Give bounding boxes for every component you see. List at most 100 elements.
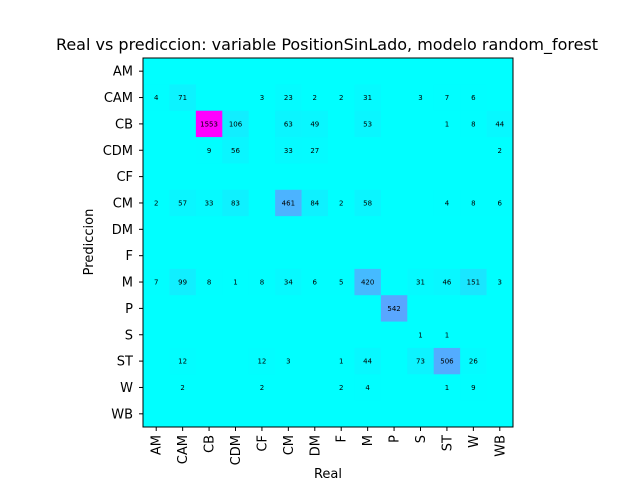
heatmap-cell bbox=[380, 242, 408, 270]
cell-value-label: 5 bbox=[339, 279, 343, 287]
heatmap-cell bbox=[301, 163, 329, 191]
cell-value-label: 49 bbox=[310, 120, 319, 128]
heatmap-cell bbox=[354, 58, 382, 85]
heatmap-cell bbox=[486, 216, 514, 243]
heatmap-cell bbox=[407, 347, 435, 375]
y-tick-label: AM bbox=[113, 65, 133, 80]
heatmap-cell bbox=[301, 295, 329, 322]
heatmap-cell bbox=[380, 189, 408, 217]
heatmap-cell bbox=[275, 58, 302, 85]
heatmap-cell bbox=[275, 242, 302, 270]
heatmap-cell bbox=[222, 84, 250, 112]
x-tick-label: P bbox=[388, 435, 403, 443]
x-axis-label: Real bbox=[314, 467, 342, 480]
x-tick-label: CF bbox=[255, 435, 270, 452]
heatmap-cell bbox=[460, 242, 487, 270]
heatmap-cell bbox=[222, 347, 250, 375]
heatmap-cell bbox=[222, 295, 250, 322]
heatmap-cell bbox=[460, 84, 487, 112]
heatmap-cell bbox=[328, 374, 355, 402]
y-tick-label: S bbox=[125, 328, 133, 343]
cell-value-label: 3 bbox=[418, 94, 422, 102]
heatmap-cell bbox=[380, 163, 408, 191]
heatmap-cell bbox=[407, 137, 435, 164]
heatmap-cell bbox=[169, 137, 197, 164]
heatmap-cell bbox=[143, 137, 170, 164]
heatmap-cell bbox=[460, 400, 487, 428]
x-tick-label: W bbox=[467, 435, 482, 448]
heatmap-cell bbox=[328, 400, 355, 428]
heatmap-cell bbox=[169, 321, 197, 349]
heatmap-cell bbox=[275, 295, 302, 322]
x-tick-label: CB bbox=[203, 435, 218, 453]
cell-value-label: 1 bbox=[418, 331, 422, 339]
heatmap-cell bbox=[486, 58, 514, 85]
heatmap-cell bbox=[169, 400, 197, 428]
heatmap-cell bbox=[169, 216, 197, 243]
cell-value-label: 1 bbox=[233, 279, 237, 287]
heatmap-cell bbox=[195, 347, 223, 375]
heatmap-cell bbox=[222, 216, 250, 243]
heatmap-cell bbox=[486, 400, 514, 428]
heatmap-cell bbox=[407, 163, 435, 191]
heatmap-cell bbox=[143, 58, 170, 85]
heatmap-cell bbox=[407, 374, 435, 402]
heatmap-cell bbox=[433, 189, 461, 217]
heatmap-cell bbox=[328, 268, 355, 296]
cell-value-label: 6 bbox=[471, 94, 476, 102]
chart-title: Real vs prediccion: variable PositionSin… bbox=[56, 35, 598, 55]
cell-value-label: 1553 bbox=[200, 120, 218, 128]
heatmap-cells bbox=[143, 58, 514, 428]
y-tick-label: M bbox=[122, 276, 133, 291]
heatmap-cell bbox=[248, 242, 276, 270]
cell-value-label: 12 bbox=[257, 358, 266, 366]
heatmap-cell bbox=[380, 110, 408, 138]
heatmap-cell bbox=[407, 295, 435, 322]
heatmap-cell bbox=[460, 374, 487, 402]
heatmap-cell bbox=[328, 295, 355, 322]
heatmap-cell bbox=[354, 110, 382, 138]
x-tick-label: CM bbox=[282, 435, 297, 455]
heatmap-cell bbox=[275, 374, 302, 402]
cell-value-label: 33 bbox=[205, 199, 214, 207]
cell-value-label: 4 bbox=[445, 199, 450, 207]
cell-value-label: 1 bbox=[445, 120, 449, 128]
heatmap-cell bbox=[433, 321, 461, 349]
x-tick-label: ST bbox=[440, 435, 455, 451]
heatmap-cell bbox=[460, 216, 487, 243]
heatmap-cell bbox=[222, 400, 250, 428]
heatmap-cell bbox=[169, 295, 197, 322]
heatmap-cell bbox=[380, 84, 408, 112]
heatmap-cell bbox=[248, 189, 276, 217]
heatmap-cell bbox=[460, 137, 487, 164]
heatmap-cell bbox=[328, 189, 355, 217]
y-tick-label: P bbox=[125, 302, 133, 317]
cell-value-label: 83 bbox=[231, 199, 240, 207]
heatmap-cell bbox=[169, 347, 197, 375]
y-tick-label: CF bbox=[116, 170, 133, 185]
heatmap-cell bbox=[195, 268, 223, 296]
heatmap-cell bbox=[301, 268, 329, 296]
heatmap-cell bbox=[328, 110, 355, 138]
x-axis-ticks: AM CAM CB CDM CF CM DM F M P S ST W WB bbox=[150, 427, 508, 465]
heatmap-cell bbox=[433, 242, 461, 270]
cell-value-label: 8 bbox=[471, 120, 475, 128]
heatmap-cell bbox=[486, 110, 514, 138]
cell-value-label: 542 bbox=[387, 305, 400, 313]
heatmap-cell bbox=[248, 295, 276, 322]
heatmap-cell bbox=[222, 189, 250, 217]
heatmap-cell bbox=[195, 400, 223, 428]
heatmap-cell bbox=[433, 216, 461, 243]
cell-value-label: 84 bbox=[310, 199, 319, 207]
heatmap-cell bbox=[275, 216, 302, 243]
heatmap-cell bbox=[275, 400, 302, 428]
heatmap-cell bbox=[143, 374, 170, 402]
heatmap-cell bbox=[460, 321, 487, 349]
x-tick-label: S bbox=[414, 435, 429, 443]
heatmap-cell bbox=[275, 110, 302, 138]
cell-value-label: 8 bbox=[207, 279, 211, 287]
heatmap-cell bbox=[222, 58, 250, 85]
cell-value-label: 44 bbox=[495, 120, 504, 128]
heatmap-cell bbox=[195, 374, 223, 402]
heatmap-cell bbox=[143, 347, 170, 375]
